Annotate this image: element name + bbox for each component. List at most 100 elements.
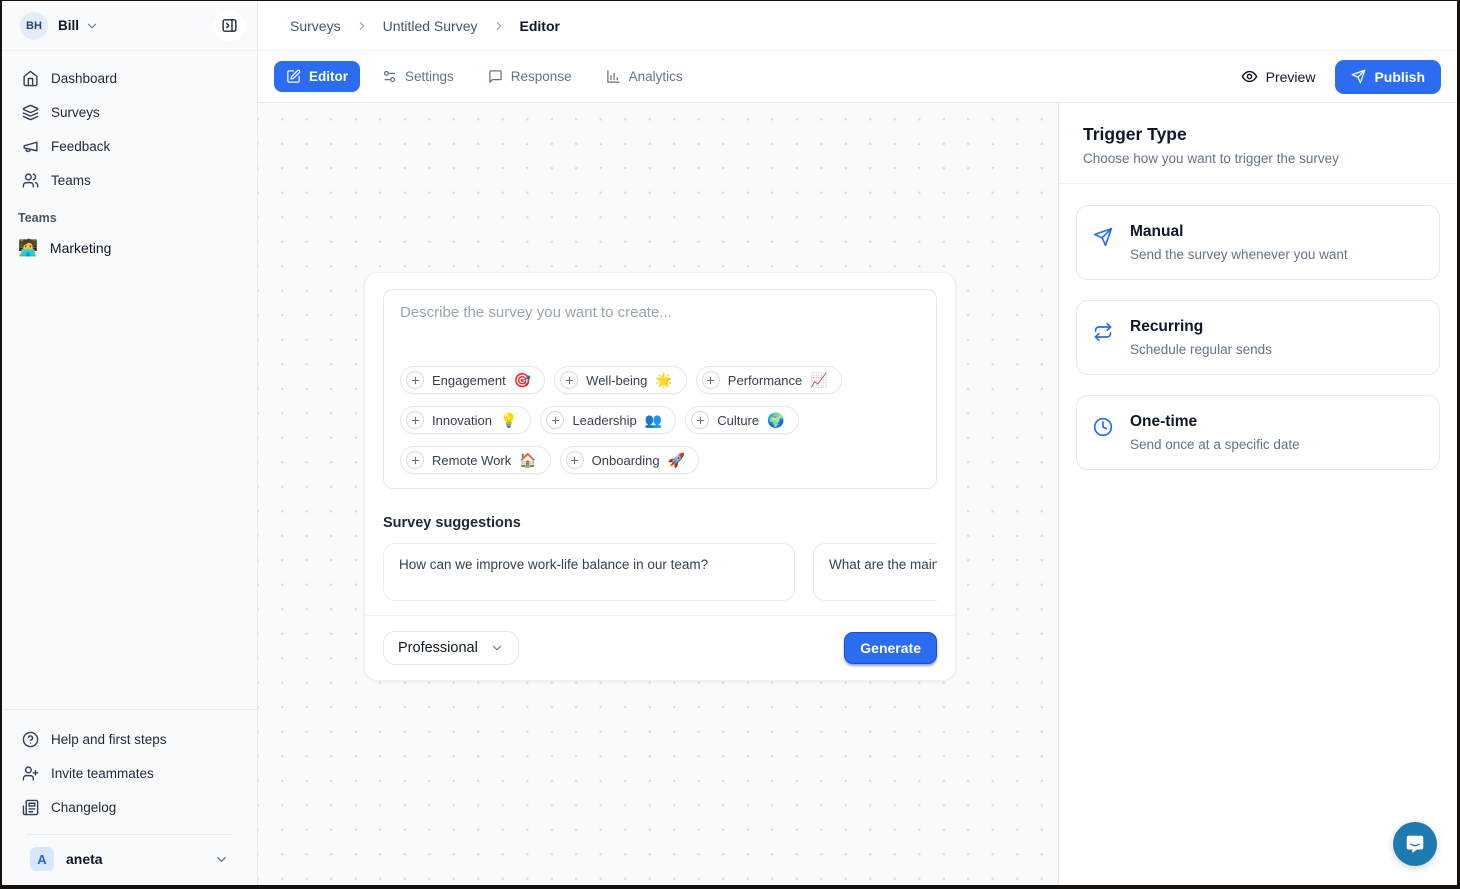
user-name: aneta xyxy=(66,851,103,867)
plus-icon xyxy=(560,371,579,389)
topic-chip-label: Leadership xyxy=(572,412,637,428)
home-icon xyxy=(22,70,39,87)
megaphone-icon xyxy=(22,138,39,155)
sidebar-item-dashboard[interactable]: Dashboard xyxy=(12,61,247,95)
sidebar-item-label: Changelog xyxy=(51,799,117,815)
trigger-option-description: Send the survey whenever you want xyxy=(1130,247,1348,262)
topic-chip-well-being[interactable]: Well-being 🌟 xyxy=(554,366,687,394)
topic-chip-engagement[interactable]: Engagement 🎯 xyxy=(400,366,546,394)
survey-description-input[interactable]: Describe the survey you want to create..… xyxy=(383,289,937,489)
tab-label: Analytics xyxy=(628,69,683,84)
publish-button[interactable]: Publish xyxy=(1335,59,1441,94)
chat-launcher-button[interactable] xyxy=(1393,822,1437,866)
sidebar-item-teams[interactable]: Teams xyxy=(12,163,247,197)
chevron-right-icon xyxy=(492,19,506,33)
workspace-switcher[interactable]: BH Bill xyxy=(2,1,257,51)
sidebar-item-label: Dashboard xyxy=(51,70,118,86)
topic-chip-label: Innovation xyxy=(432,412,492,428)
team-label: Marketing xyxy=(49,240,112,256)
generate-button[interactable]: Generate xyxy=(844,632,937,664)
topic-chips: Engagement 🎯 Well-being 🌟 Performance 📈 Inn… xyxy=(400,366,920,474)
sidebar-nav: Dashboard Surveys Feedback Teams xyxy=(2,51,257,197)
main-area: Surveys Untitled Survey Editor Editor Se… xyxy=(258,1,1457,885)
message-square-icon xyxy=(488,69,503,84)
teams-section-label: Teams xyxy=(18,211,57,225)
topic-chip-emoji: 🏠 xyxy=(519,451,537,468)
toolbar: Editor Settings Response Analytics xyxy=(258,51,1457,103)
account-menu[interactable]: A aneta xyxy=(26,835,233,885)
topic-chip-leadership[interactable]: Leadership 👥 xyxy=(540,406,677,434)
composer-footer: Professional Generate xyxy=(365,615,955,680)
tab-settings[interactable]: Settings xyxy=(370,61,466,92)
suggestion-card[interactable]: What are the main ob xyxy=(813,543,937,601)
suggestion-card[interactable]: How can we improve work-life balance in … xyxy=(383,543,795,601)
tab-label: Settings xyxy=(405,69,454,84)
newspaper-icon xyxy=(22,799,39,816)
eye-icon xyxy=(1241,68,1258,85)
publish-label: Publish xyxy=(1374,68,1425,85)
suggestions-title: Survey suggestions xyxy=(383,515,521,531)
panel-title: Trigger Type xyxy=(1083,124,1187,144)
tab-response[interactable]: Response xyxy=(476,61,584,92)
trigger-option-one-time[interactable]: One-time Send once at a specific date xyxy=(1076,395,1440,470)
send-icon xyxy=(1351,69,1366,84)
topic-chip-innovation[interactable]: Innovation 💡 xyxy=(400,406,532,434)
sidebar-item-help[interactable]: Help and first steps xyxy=(12,722,247,756)
topic-chip-emoji: 🌟 xyxy=(655,371,673,388)
ai-survey-composer: Describe the survey you want to create..… xyxy=(364,272,956,681)
breadcrumb-survey-name[interactable]: Untitled Survey xyxy=(382,17,478,34)
tone-value: Professional xyxy=(398,640,478,656)
trigger-option-manual[interactable]: Manual Send the survey whenever you want xyxy=(1076,205,1440,280)
survey-suggestions: Survey suggestions How can we improve wo… xyxy=(383,515,937,615)
help-circle-icon xyxy=(22,731,39,748)
sidebar-item-invite[interactable]: Invite teammates xyxy=(12,756,247,790)
clock-icon xyxy=(1093,413,1113,437)
workspace-name: Bill xyxy=(58,18,80,33)
team-emoji: 🧑‍💻 xyxy=(18,240,38,257)
topic-chip-label: Well-being xyxy=(586,372,648,388)
topic-chip-label: Culture xyxy=(717,412,760,428)
sidebar-team-marketing[interactable]: 🧑‍💻 Marketing xyxy=(2,231,257,265)
tone-select[interactable]: Professional xyxy=(383,631,519,665)
send-icon xyxy=(1093,223,1113,247)
topic-chip-performance[interactable]: Performance 📈 xyxy=(695,366,842,394)
breadcrumb-surveys[interactable]: Surveys xyxy=(290,17,341,34)
plus-icon xyxy=(565,451,584,469)
topic-chip-label: Performance xyxy=(727,372,803,388)
plus-icon xyxy=(406,451,424,469)
chevron-down-icon xyxy=(85,19,99,33)
edit-icon xyxy=(286,69,301,84)
topic-chip-onboarding[interactable]: Onboarding 🚀 xyxy=(559,446,700,474)
users-icon xyxy=(22,172,39,189)
input-placeholder: Describe the survey you want to create..… xyxy=(400,304,672,321)
user-avatar: A xyxy=(30,847,54,871)
sidebar-item-changelog[interactable]: Changelog xyxy=(12,790,247,824)
sidebar: BH Bill Dashboard Surveys Feedb xyxy=(2,1,258,885)
sidebar-item-surveys[interactable]: Surveys xyxy=(12,95,247,129)
sidebar-item-label: Feedback xyxy=(51,138,111,154)
collapse-sidebar-button[interactable] xyxy=(213,9,245,42)
sidebar-item-label: Surveys xyxy=(51,104,100,120)
panel-subtitle: Choose how you want to trigger the surve… xyxy=(1083,151,1339,166)
sidebar-item-feedback[interactable]: Feedback xyxy=(12,129,247,163)
preview-button[interactable]: Preview xyxy=(1241,68,1316,85)
survey-canvas[interactable]: Describe the survey you want to create..… xyxy=(258,103,1058,885)
workspace-avatar: BH xyxy=(20,11,48,40)
topic-chip-emoji: 🎯 xyxy=(513,371,532,388)
tab-analytics[interactable]: Analytics xyxy=(594,61,695,92)
trigger-option-recurring[interactable]: Recurring Schedule regular sends xyxy=(1076,300,1440,375)
topic-chip-label: Remote Work xyxy=(432,452,512,468)
bar-chart-icon xyxy=(606,69,621,84)
trigger-option-title: Recurring xyxy=(1130,318,1204,335)
topic-chip-culture[interactable]: Culture 🌍 xyxy=(685,406,799,434)
trigger-type-panel: Trigger Type Choose how you want to trig… xyxy=(1058,103,1457,885)
topic-chip-emoji: 🚀 xyxy=(667,451,686,468)
breadcrumb: Surveys Untitled Survey Editor xyxy=(258,1,1457,51)
trigger-option-description: Send once at a specific date xyxy=(1130,437,1300,452)
preview-label: Preview xyxy=(1265,68,1316,85)
tab-label: Response xyxy=(510,69,572,84)
topic-chip-remote-work[interactable]: Remote Work 🏠 xyxy=(400,446,551,474)
topic-chip-label: Engagement xyxy=(432,372,506,388)
tab-editor[interactable]: Editor xyxy=(274,61,360,92)
trigger-option-description: Schedule regular sends xyxy=(1130,342,1272,357)
